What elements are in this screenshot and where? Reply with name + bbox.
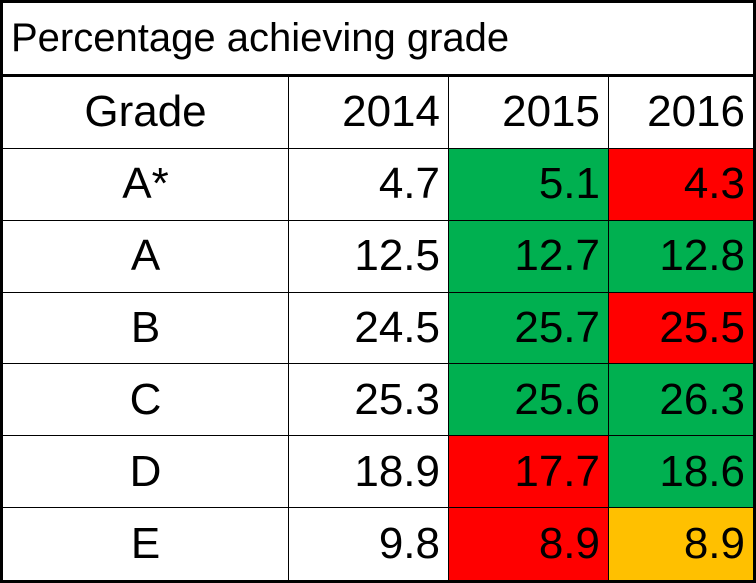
value-cell: 12.7 <box>449 220 609 293</box>
grade-cell: D <box>3 436 289 509</box>
header-grade: Grade <box>3 77 289 149</box>
value-cell: 4.7 <box>289 148 449 221</box>
value-cell: 24.5 <box>289 292 449 365</box>
value-cell: 9.8 <box>289 508 449 580</box>
value-cell: 12.8 <box>609 220 753 293</box>
value-cell: 8.9 <box>609 508 753 580</box>
value-cell: 18.6 <box>609 436 753 509</box>
header-year-2015: 2015 <box>449 77 609 149</box>
value-cell: 5.1 <box>449 148 609 221</box>
grade-cell: E <box>3 508 289 580</box>
header-year-2014: 2014 <box>289 77 449 149</box>
value-cell: 26.3 <box>609 364 753 437</box>
value-cell: 8.9 <box>449 508 609 580</box>
value-cell: 4.3 <box>609 148 753 221</box>
value-cell: 25.5 <box>609 292 753 365</box>
value-cell: 17.7 <box>449 436 609 509</box>
grade-cell: A* <box>3 148 289 221</box>
table-grid: Grade 2014 2015 2016 A* 4.7 5.1 4.3 A 12.5 12.… <box>3 77 753 580</box>
table-title: Percentage achieving grade <box>3 3 753 77</box>
value-cell: 25.7 <box>449 292 609 365</box>
grade-cell: A <box>3 220 289 293</box>
value-cell: 25.3 <box>289 364 449 437</box>
grade-cell: C <box>3 364 289 437</box>
value-cell: 12.5 <box>289 220 449 293</box>
value-cell: 25.6 <box>449 364 609 437</box>
header-year-2016: 2016 <box>609 77 753 149</box>
grade-cell: B <box>3 292 289 365</box>
value-cell: 18.9 <box>289 436 449 509</box>
